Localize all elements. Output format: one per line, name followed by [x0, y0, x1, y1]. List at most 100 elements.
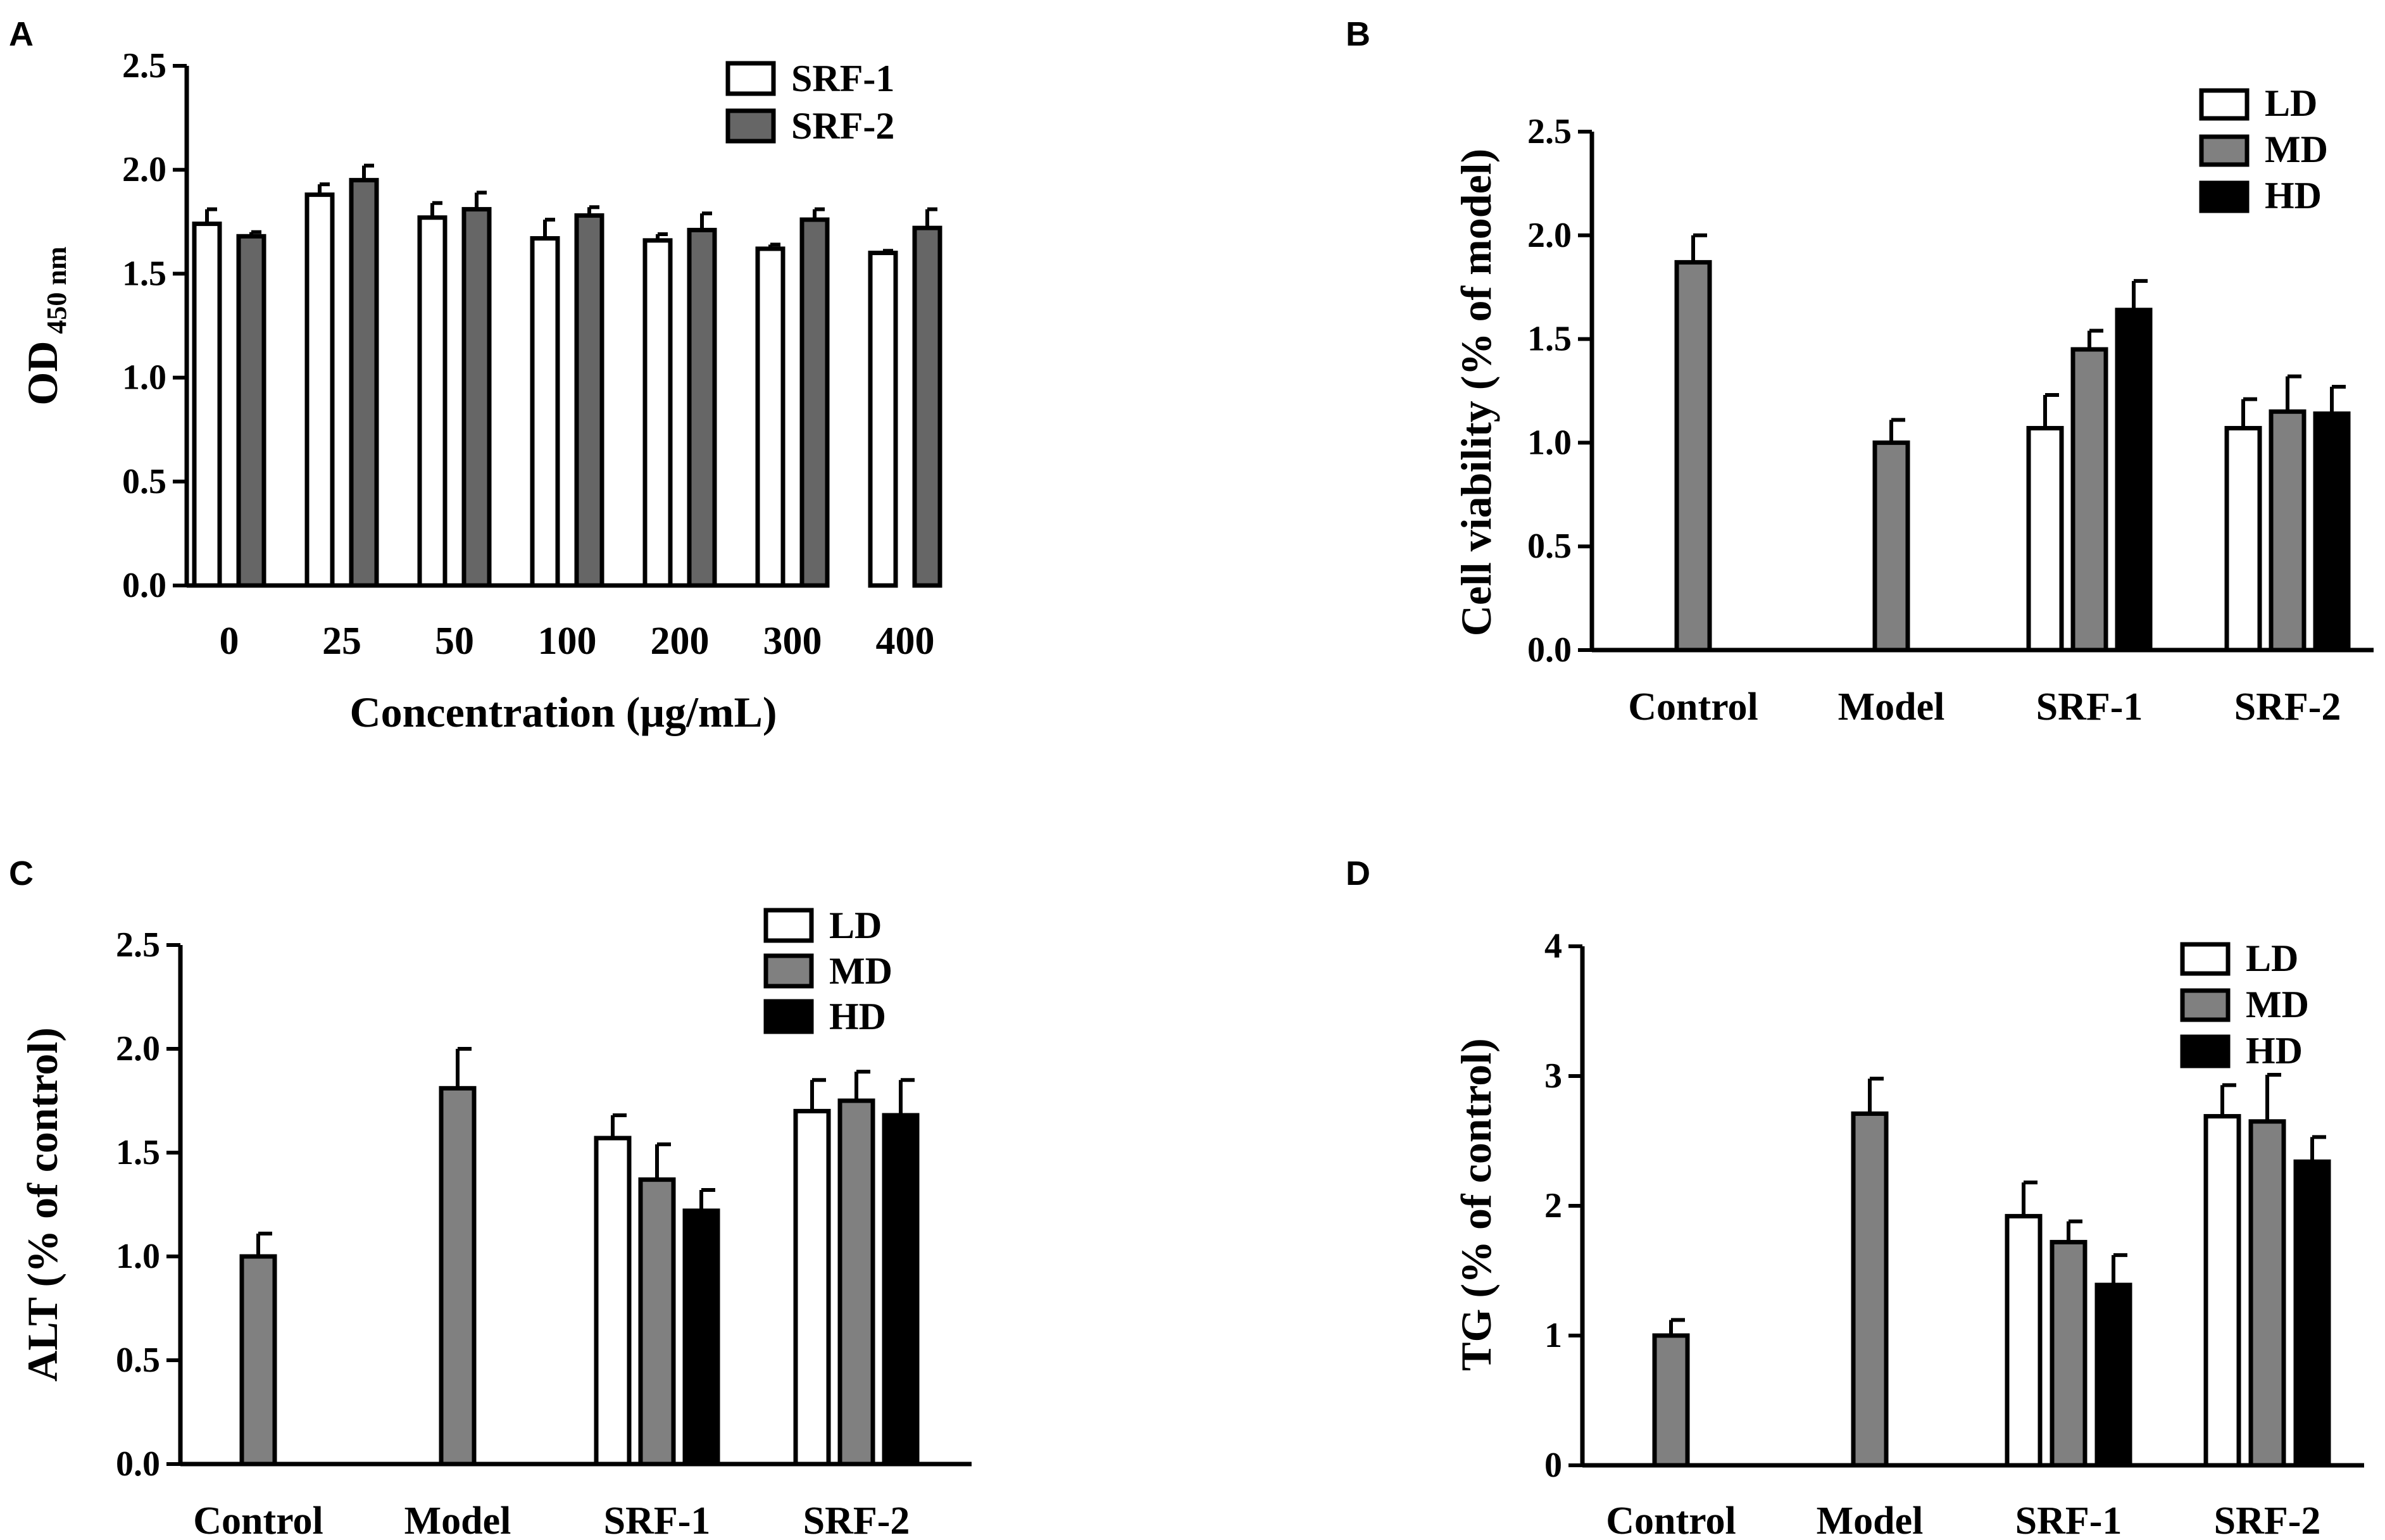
bar-md-srf-2 — [837, 1098, 875, 1467]
legend-swatch-hd — [763, 999, 814, 1034]
bar-srf-2-25 — [349, 178, 379, 588]
x-tick-label: Control — [193, 1499, 323, 1540]
y-tick-label: 1.5 — [1527, 320, 1572, 359]
legend-label-hd: HD — [829, 996, 886, 1037]
bar-md-control — [1674, 260, 1712, 653]
bar-ld-srf-2 — [2203, 1114, 2241, 1468]
bar-hd-srf-2 — [2313, 411, 2351, 653]
bar-srf-1-200 — [642, 238, 673, 588]
bar-srf-1-0 — [192, 222, 222, 588]
legend-swatch-md — [2180, 988, 2231, 1022]
y-tick-label: 2 — [1544, 1186, 1562, 1225]
bar-md-control — [1652, 1333, 1690, 1468]
x-tick-label: SRF-1 — [604, 1499, 711, 1540]
x-tick-label: 200 — [651, 620, 710, 663]
x-tick-label: 400 — [876, 620, 935, 663]
bar-srf-1-50 — [417, 215, 448, 588]
bar-hd-srf-1 — [2094, 1282, 2132, 1468]
bar-srf-2-200 — [687, 227, 717, 588]
bar-ld-srf-1 — [594, 1136, 632, 1467]
legend-label-ld: LD — [2265, 82, 2317, 124]
bar-srf-2-50 — [461, 207, 492, 588]
panel-label: A — [9, 15, 34, 53]
chart-panel-c: C 0.0 0.5 1.0 1.5 2.0 2.5 ALT (% of control) Con… — [9, 855, 972, 1540]
bar-ld-srf-2 — [793, 1108, 831, 1467]
legend-label-srf-2: SRF-2 — [791, 105, 894, 147]
y-axis-title: ALT (% of control) — [18, 1027, 66, 1382]
x-tick-label: 0 — [220, 620, 239, 663]
y-tick-label: 2.5 — [122, 46, 166, 85]
x-tick-label: 100 — [538, 620, 597, 663]
legend-label-hd: HD — [2246, 1030, 2303, 1072]
legend-swatch-hd — [2180, 1034, 2231, 1068]
legend-label-md: MD — [2246, 984, 2309, 1025]
legend-label-md: MD — [2265, 128, 2328, 170]
y-tick-label: 0.5 — [116, 1341, 160, 1380]
y-axis-title: OD 450 nm — [18, 246, 72, 405]
bar-md-model — [1872, 440, 1910, 653]
y-tick-label: 0.0 — [116, 1444, 160, 1484]
chart-panel-a: A 0.0 0.5 1.0 1.5 2.0 2.5 OD 450 nm Concentratio… — [9, 15, 942, 736]
bar-hd-srf-1 — [2115, 308, 2153, 653]
bar-md-srf-2 — [2248, 1119, 2286, 1468]
x-tick-label: SRF-2 — [2214, 1499, 2321, 1540]
x-tick-label: 25 — [322, 620, 361, 663]
bar-ld-srf-1 — [2005, 1213, 2043, 1468]
bar-srf-1-25 — [304, 192, 335, 588]
y-tick-label: 1.5 — [116, 1133, 160, 1172]
y-tick-label: 1 — [1544, 1316, 1562, 1355]
legend-label-hd: HD — [2265, 175, 2322, 216]
x-tick-label: 300 — [763, 620, 822, 663]
panel-label: B — [1346, 15, 1370, 53]
y-tick-label: 2.5 — [116, 925, 160, 965]
x-tick-label: Model — [1838, 685, 1945, 729]
y-tick-label: 3 — [1544, 1056, 1562, 1096]
chart-panel-b: B 0.0 0.5 1.0 1.5 2.0 2.5 Cell viability (% of … — [1346, 15, 2374, 729]
legend-swatch-srf-1 — [725, 61, 776, 96]
y-tick-label: 0.0 — [1527, 630, 1572, 670]
bar-hd-srf-1 — [682, 1208, 720, 1467]
x-tick-label: Model — [1817, 1499, 1924, 1540]
y-tick-label: 1.0 — [116, 1237, 160, 1276]
y-tick-label: 4 — [1544, 927, 1562, 966]
bar-md-control — [239, 1254, 277, 1467]
bar-srf-2-300 — [799, 217, 830, 588]
y-axis-title-main: OD — [18, 341, 66, 406]
bar-srf-2-100 — [574, 213, 604, 588]
legend-swatch-hd — [2199, 180, 2250, 213]
y-tick-label: 2.0 — [1527, 216, 1572, 255]
bar-md-srf-2 — [2269, 409, 2307, 653]
x-tick-label: Control — [1606, 1499, 1736, 1540]
y-axis-title: TG (% of control) — [1452, 1038, 1500, 1371]
bar-srf-1-100 — [530, 236, 560, 588]
y-axis-title: Cell viability (% of model) — [1452, 149, 1500, 637]
y-tick-label: 0.0 — [122, 566, 166, 605]
panel-label: D — [1346, 855, 1370, 892]
x-tick-label: Control — [1628, 685, 1758, 729]
panel-label: C — [9, 855, 34, 892]
x-tick-label: Model — [404, 1499, 511, 1540]
x-axis-title: Concentration (μg/mL) — [349, 688, 777, 736]
bar-hd-srf-2 — [882, 1113, 920, 1467]
legend-swatch-md — [2199, 134, 2250, 167]
x-tick-label: 50 — [435, 620, 474, 663]
bar-ld-srf-2 — [2224, 425, 2262, 653]
y-tick-label: 0.5 — [122, 462, 166, 501]
legend-swatch-srf-2 — [725, 108, 776, 144]
y-tick-label: 2.0 — [122, 150, 166, 189]
y-tick-label: 0 — [1544, 1446, 1562, 1485]
bar-md-model — [439, 1086, 477, 1467]
legend-label-srf-1: SRF-1 — [791, 58, 894, 99]
bar-md-srf-1 — [2070, 347, 2108, 653]
chart-panel-d: D 0 1 2 3 4 TG (% of control) Control Model SRF-1… — [1346, 855, 2364, 1540]
legend-label-md: MD — [829, 950, 892, 992]
y-tick-label: 1.0 — [122, 358, 166, 398]
bar-srf-2-400 — [912, 225, 942, 588]
legend-label-ld: LD — [829, 905, 882, 946]
legend-label-ld: LD — [2246, 937, 2298, 979]
y-tick-label: 1.5 — [122, 254, 166, 293]
bar-hd-srf-2 — [2293, 1159, 2331, 1468]
bar-md-model — [1851, 1111, 1889, 1468]
x-tick-label: SRF-1 — [2036, 685, 2143, 729]
